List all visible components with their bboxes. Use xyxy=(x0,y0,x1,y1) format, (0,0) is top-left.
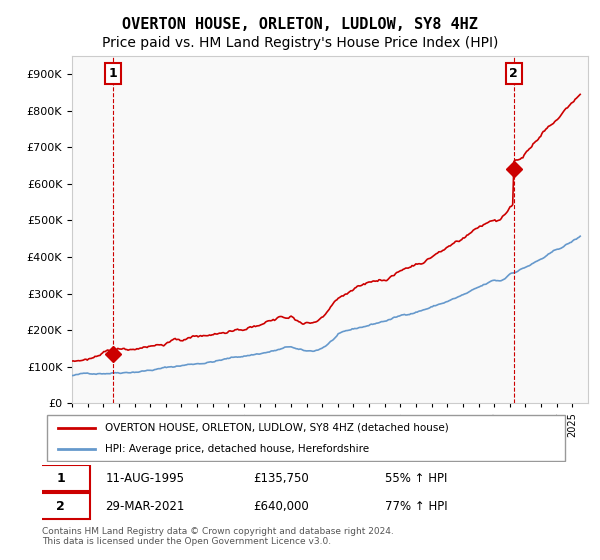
Text: OVERTON HOUSE, ORLETON, LUDLOW, SY8 4HZ (detached house): OVERTON HOUSE, ORLETON, LUDLOW, SY8 4HZ … xyxy=(106,423,449,433)
Text: 29-MAR-2021: 29-MAR-2021 xyxy=(106,500,185,513)
Text: 2: 2 xyxy=(56,500,65,513)
Text: £640,000: £640,000 xyxy=(253,500,309,513)
Text: Price paid vs. HM Land Registry's House Price Index (HPI): Price paid vs. HM Land Registry's House … xyxy=(102,36,498,50)
Text: 1: 1 xyxy=(108,67,117,80)
Text: OVERTON HOUSE, ORLETON, LUDLOW, SY8 4HZ: OVERTON HOUSE, ORLETON, LUDLOW, SY8 4HZ xyxy=(122,17,478,32)
Text: Contains HM Land Registry data © Crown copyright and database right 2024.
This d: Contains HM Land Registry data © Crown c… xyxy=(42,526,394,546)
Text: 1: 1 xyxy=(56,472,65,485)
FancyBboxPatch shape xyxy=(31,465,89,491)
Text: HPI: Average price, detached house, Herefordshire: HPI: Average price, detached house, Here… xyxy=(106,444,370,454)
Text: 2: 2 xyxy=(509,67,518,80)
Text: 55% ↑ HPI: 55% ↑ HPI xyxy=(385,472,448,485)
Text: 11-AUG-1995: 11-AUG-1995 xyxy=(106,472,184,485)
FancyBboxPatch shape xyxy=(31,493,89,519)
Text: 77% ↑ HPI: 77% ↑ HPI xyxy=(385,500,448,513)
Text: £135,750: £135,750 xyxy=(253,472,309,485)
FancyBboxPatch shape xyxy=(47,416,565,461)
